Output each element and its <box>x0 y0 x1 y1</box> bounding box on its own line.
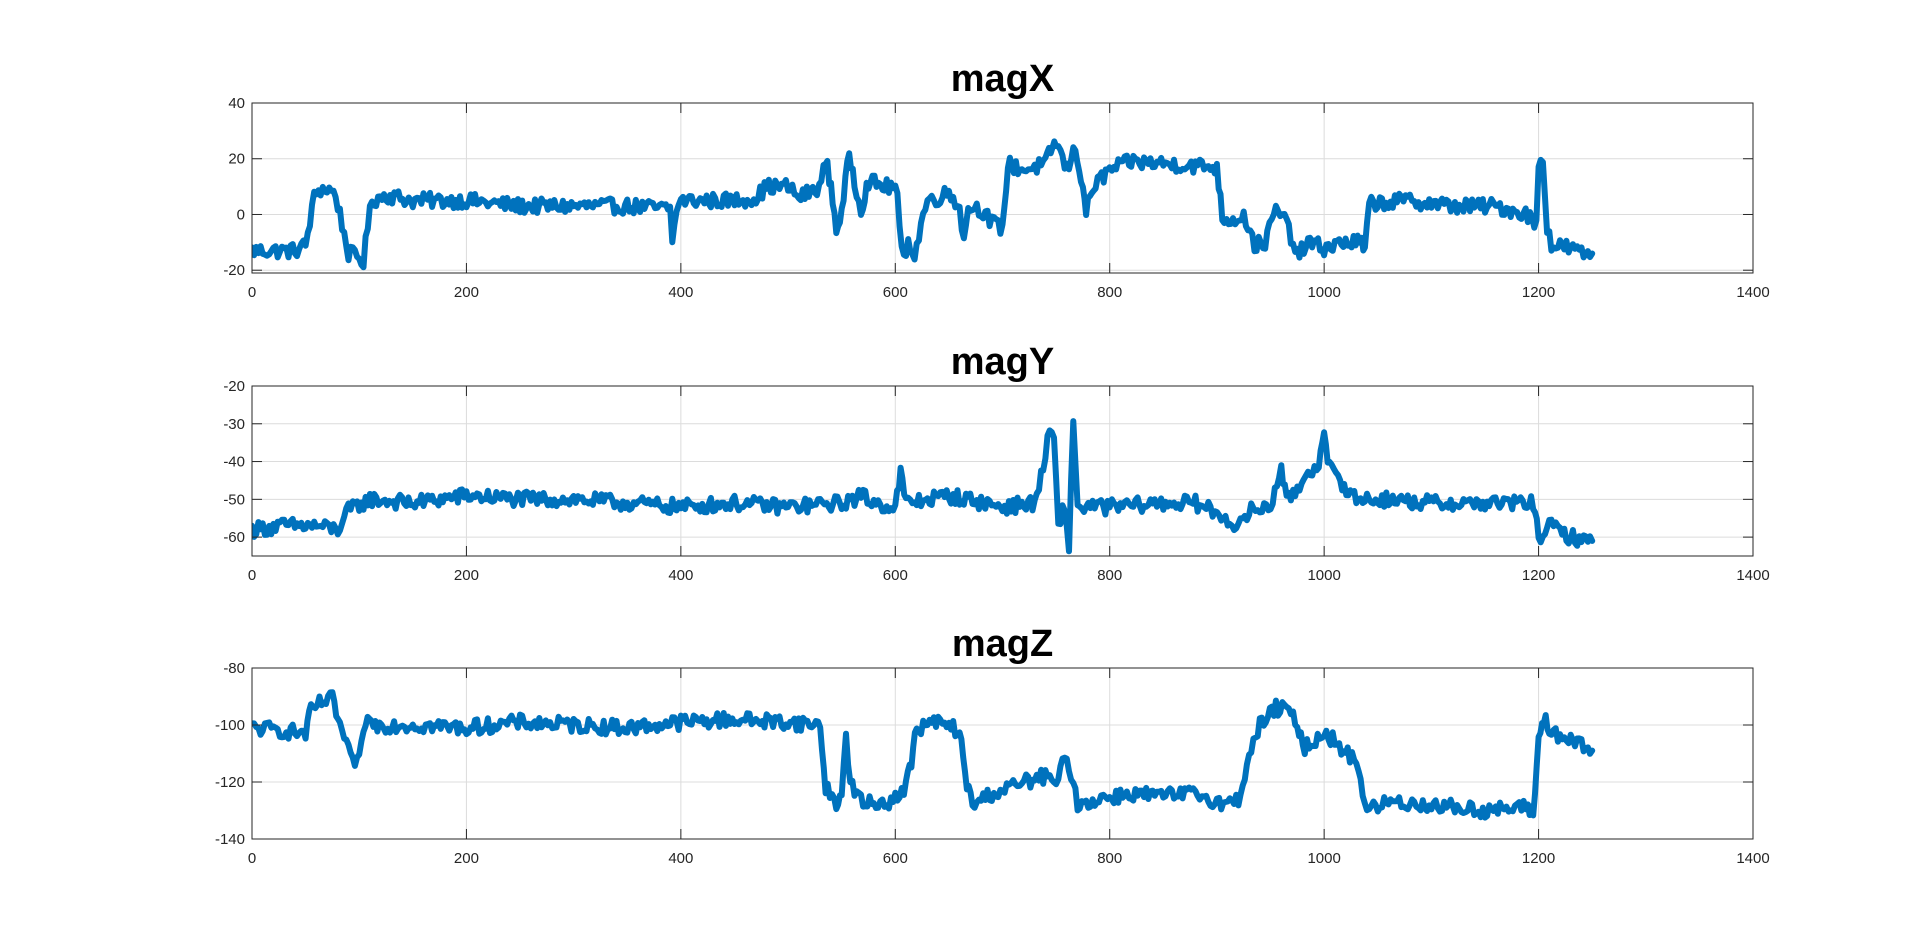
magz-x-tick-label: 400 <box>668 850 693 867</box>
magx-x-tick-label: 600 <box>883 284 908 301</box>
magz-x-tick-label: 1200 <box>1522 850 1555 867</box>
magx-x-tick-label: 200 <box>454 284 479 301</box>
magy-x-tick-label: 1400 <box>1736 567 1769 584</box>
magz-axes-box <box>251 667 1754 840</box>
magx-axes-box <box>251 102 1754 274</box>
magy-x-tick-label: 600 <box>883 567 908 584</box>
magy-y-tick-label: -30 <box>223 416 245 433</box>
magz-x-tick-label: 800 <box>1097 850 1122 867</box>
magz-x-tick-label: 1000 <box>1307 850 1340 867</box>
magy-title: magY <box>951 341 1054 383</box>
magx-y-tick-label: -20 <box>223 262 245 279</box>
magz-series-line <box>252 689 1596 821</box>
magx-y-tick-label: 20 <box>228 151 245 168</box>
magy-x-tick-label: 1000 <box>1307 567 1340 584</box>
magy-x-tick-label: 1200 <box>1522 567 1555 584</box>
magx-series-line <box>252 138 1596 271</box>
magy-y-tick-label: -20 <box>223 378 245 395</box>
magx-x-tick-label: 1000 <box>1307 284 1340 301</box>
magy-x-tick-label: 200 <box>454 567 479 584</box>
magx-y-tick-label: 0 <box>237 206 245 223</box>
magx-x-tick-label: 1200 <box>1522 284 1555 301</box>
magy-y-tick-label: -50 <box>223 491 245 508</box>
magy-y-tick-label: -60 <box>223 529 245 546</box>
magy-series-line <box>252 418 1596 555</box>
magx-x-tick-label: 400 <box>668 284 693 301</box>
magy-x-tick-label: 800 <box>1097 567 1122 584</box>
magz-x-tick-label: 200 <box>454 850 479 867</box>
magy-x-tick-label: 0 <box>248 567 256 584</box>
magx-x-tick-label: 1400 <box>1736 284 1769 301</box>
magz-y-tick-label: -140 <box>215 831 245 848</box>
magx-title: magX <box>951 58 1055 100</box>
magz-x-tick-label: 0 <box>248 850 256 867</box>
magz-subplot: 0 200 400 600 800 1000 1200 1400 -80 -100 -120 -140… <box>215 623 1770 867</box>
magy-x-tick-label: 400 <box>668 567 693 584</box>
magz-y-tick-label: -120 <box>215 774 245 791</box>
magz-y-tick-label: -80 <box>223 660 245 677</box>
magy-y-tick-label: -40 <box>223 454 245 471</box>
magx-y-tick-label: 40 <box>228 95 245 112</box>
magz-x-tick-label: 600 <box>883 850 908 867</box>
magz-x-tick-label: 1400 <box>1736 850 1769 867</box>
magy-axes-box <box>251 385 1754 557</box>
magz-title: magZ <box>952 623 1053 665</box>
magy-subplot: 0 200 400 600 800 1000 1200 1400 -20 -30 -40 -50 -60… <box>223 341 1769 584</box>
magx-x-tick-label: 800 <box>1097 284 1122 301</box>
magx-x-tick-label: 0 <box>248 284 256 301</box>
magz-y-tick-label: -100 <box>215 717 245 734</box>
